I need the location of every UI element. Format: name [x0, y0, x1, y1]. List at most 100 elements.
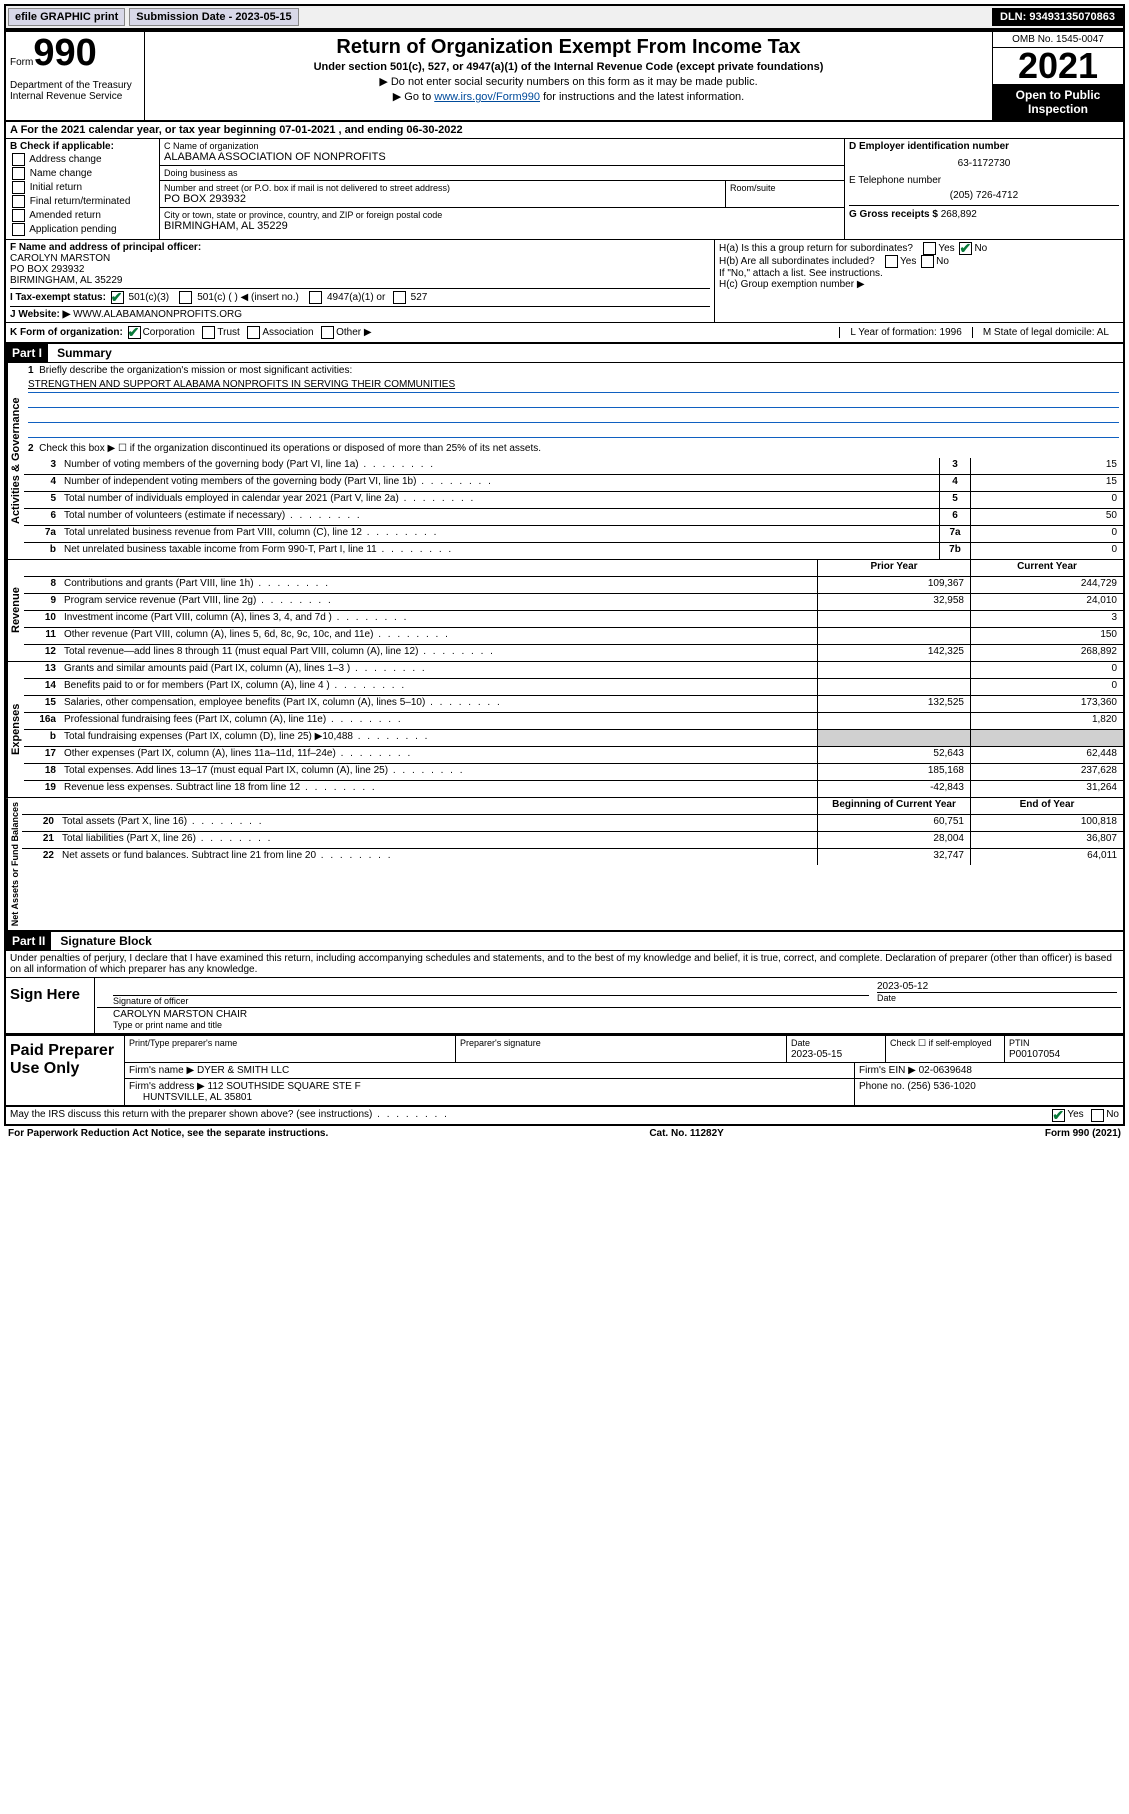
subtitle: Under section 501(c), 527, or 4947(a)(1)… [149, 61, 988, 73]
rev-header: Prior Year Current Year [24, 560, 1123, 577]
mission-line3 [28, 409, 1119, 423]
summary-line: 4Number of independent voting members of… [24, 475, 1123, 492]
website-value: WWW.ALABAMANONPROFITS.ORG [73, 309, 242, 320]
dept-label: Department of the Treasury Internal Reve… [10, 80, 140, 102]
footer-left: For Paperwork Reduction Act Notice, see … [8, 1128, 328, 1139]
chk-527[interactable] [393, 291, 406, 304]
efile-button[interactable]: efile GRAPHIC print [8, 8, 125, 26]
chk-name[interactable]: Name change [10, 167, 155, 180]
summary-line: 12Total revenue—add lines 8 through 11 (… [24, 645, 1123, 661]
chk-4947[interactable] [309, 291, 322, 304]
k-assoc[interactable] [247, 326, 260, 339]
year-block: OMB No. 1545-0047 2021 Open to Public In… [992, 32, 1123, 120]
room-label: Room/suite [730, 183, 840, 193]
sig-date-value: 2023-05-12 [877, 981, 1117, 992]
begin-hdr: Beginning of Current Year [817, 798, 970, 814]
hc-row: H(c) Group exemption number ▶ [719, 279, 1119, 290]
summary-line: 10Investment income (Part VIII, column (… [24, 611, 1123, 628]
summary-line: 13Grants and similar amounts paid (Part … [24, 662, 1123, 679]
footer-center: Cat. No. 11282Y [649, 1128, 723, 1139]
row-j: J Website: ▶ WWW.ALABAMANONPROFITS.ORG [10, 306, 710, 320]
ha-no[interactable] [959, 242, 972, 255]
hb-note: If "No," attach a list. See instructions… [719, 268, 1119, 279]
ha-yes[interactable] [923, 242, 936, 255]
k-corp[interactable] [128, 326, 141, 339]
header-row: Form990 Department of the Treasury Inter… [6, 32, 1123, 122]
submission-date-button[interactable]: Submission Date - 2023-05-15 [129, 8, 298, 26]
row-m: M State of legal domicile: AL [972, 327, 1119, 338]
mission-line4 [28, 424, 1119, 438]
org-name: ALABAMA ASSOCIATION OF NONPROFITS [164, 151, 840, 163]
paid-preparer: Paid Preparer Use Only Print/Type prepar… [6, 1034, 1123, 1107]
sig-officer-label: Signature of officer [113, 995, 869, 1006]
hb-no[interactable] [921, 255, 934, 268]
main-title: Return of Organization Exempt From Incom… [149, 36, 988, 59]
row-a: A For the 2021 calendar year, or tax yea… [6, 122, 1123, 139]
k-trust[interactable] [202, 326, 215, 339]
part2-header-row: Part II Signature Block [6, 932, 1123, 951]
summary-line: bTotal fundraising expenses (Part IX, co… [24, 730, 1123, 747]
end-hdr: End of Year [970, 798, 1123, 814]
hb-row: H(b) Are all subordinates included? Yes … [719, 255, 1119, 268]
gross-value: 268,892 [941, 209, 977, 220]
footer: For Paperwork Reduction Act Notice, see … [4, 1126, 1125, 1141]
year: 2021 [993, 48, 1123, 84]
discuss-no[interactable] [1091, 1109, 1104, 1122]
col-d: D Employer identification number 63-1172… [845, 139, 1123, 239]
summary-line: 7aTotal unrelated business revenue from … [24, 526, 1123, 543]
summary-line: 3Number of voting members of the governi… [24, 458, 1123, 475]
summary-line: 5Total number of individuals employed in… [24, 492, 1123, 509]
chk-initial[interactable]: Initial return [10, 181, 155, 194]
declaration: Under penalties of perjury, I declare th… [6, 951, 1123, 978]
title-block: Return of Organization Exempt From Incom… [145, 32, 992, 120]
ha-row: H(a) Is this a group return for subordin… [719, 242, 1119, 255]
summary-line: 9Program service revenue (Part VIII, lin… [24, 594, 1123, 611]
form-id-block: Form990 Department of the Treasury Inter… [6, 32, 145, 120]
instr-2: ▶ Go to www.irs.gov/Form990 for instruct… [149, 90, 988, 103]
chk-501c[interactable] [179, 291, 192, 304]
row-l: L Year of formation: 1996 [839, 327, 971, 338]
prior-hdr: Prior Year [817, 560, 970, 576]
part1-hdr: Part I [6, 344, 48, 362]
gov-section: Activities & Governance 1 Briefly descri… [6, 363, 1123, 560]
section-fgh: F Name and address of principal officer:… [6, 240, 1123, 323]
ein-label: D Employer identification number [849, 141, 1119, 152]
discuss-yes[interactable] [1052, 1109, 1065, 1122]
form-word: Form [10, 57, 33, 68]
chk-501c3[interactable] [111, 291, 124, 304]
city-value: BIRMINGHAM, AL 35229 [164, 220, 840, 232]
sig-date-label: Date [877, 992, 1117, 1003]
dln-label: DLN: 93493135070863 [992, 8, 1123, 26]
k-other[interactable] [321, 326, 334, 339]
open-public: Open to Public Inspection [993, 84, 1123, 120]
part1-title: Summary [51, 344, 118, 362]
part1-header-row: Part I Summary [6, 344, 1123, 363]
col-b: B Check if applicable: Address change Na… [6, 139, 160, 239]
chk-app[interactable]: Application pending [10, 223, 155, 236]
vl-exp: Expenses [6, 662, 24, 797]
chk-final[interactable]: Final return/terminated [10, 195, 155, 208]
section-bcd: B Check if applicable: Address change Na… [6, 139, 1123, 240]
officer-name: CAROLYN MARSTON [10, 253, 710, 264]
summary-line: 14Benefits paid to or for members (Part … [24, 679, 1123, 696]
irs-link[interactable]: www.irs.gov/Form990 [434, 91, 540, 103]
summary-line: 6Total number of volunteers (estimate if… [24, 509, 1123, 526]
chk-address[interactable]: Address change [10, 153, 155, 166]
mission-line2 [28, 394, 1119, 408]
hb-yes[interactable] [885, 255, 898, 268]
sig-name-value: CAROLYN MARSTON CHAIR [113, 1009, 1117, 1020]
top-bar: efile GRAPHIC print Submission Date - 20… [4, 4, 1125, 30]
chk-amended[interactable]: Amended return [10, 209, 155, 222]
dba-label: Doing business as [164, 168, 840, 178]
part2-title: Signature Block [54, 932, 157, 950]
f-label: F Name and address of principal officer: [10, 242, 710, 253]
city-label: City or town, state or province, country… [164, 210, 840, 220]
net-header: Beginning of Current Year End of Year [22, 798, 1123, 815]
name-label: C Name of organization [164, 141, 840, 151]
l1-label: Briefly describe the organization's miss… [39, 365, 352, 376]
street-label: Number and street (or P.O. box if mail i… [164, 183, 721, 193]
sig-block: Under penalties of perjury, I declare th… [6, 951, 1123, 1124]
summary-line: 21Total liabilities (Part X, line 26)28,… [22, 832, 1123, 849]
row-k: K Form of organization: Corporation Trus… [6, 323, 1123, 344]
phone-label: E Telephone number [849, 175, 1119, 186]
